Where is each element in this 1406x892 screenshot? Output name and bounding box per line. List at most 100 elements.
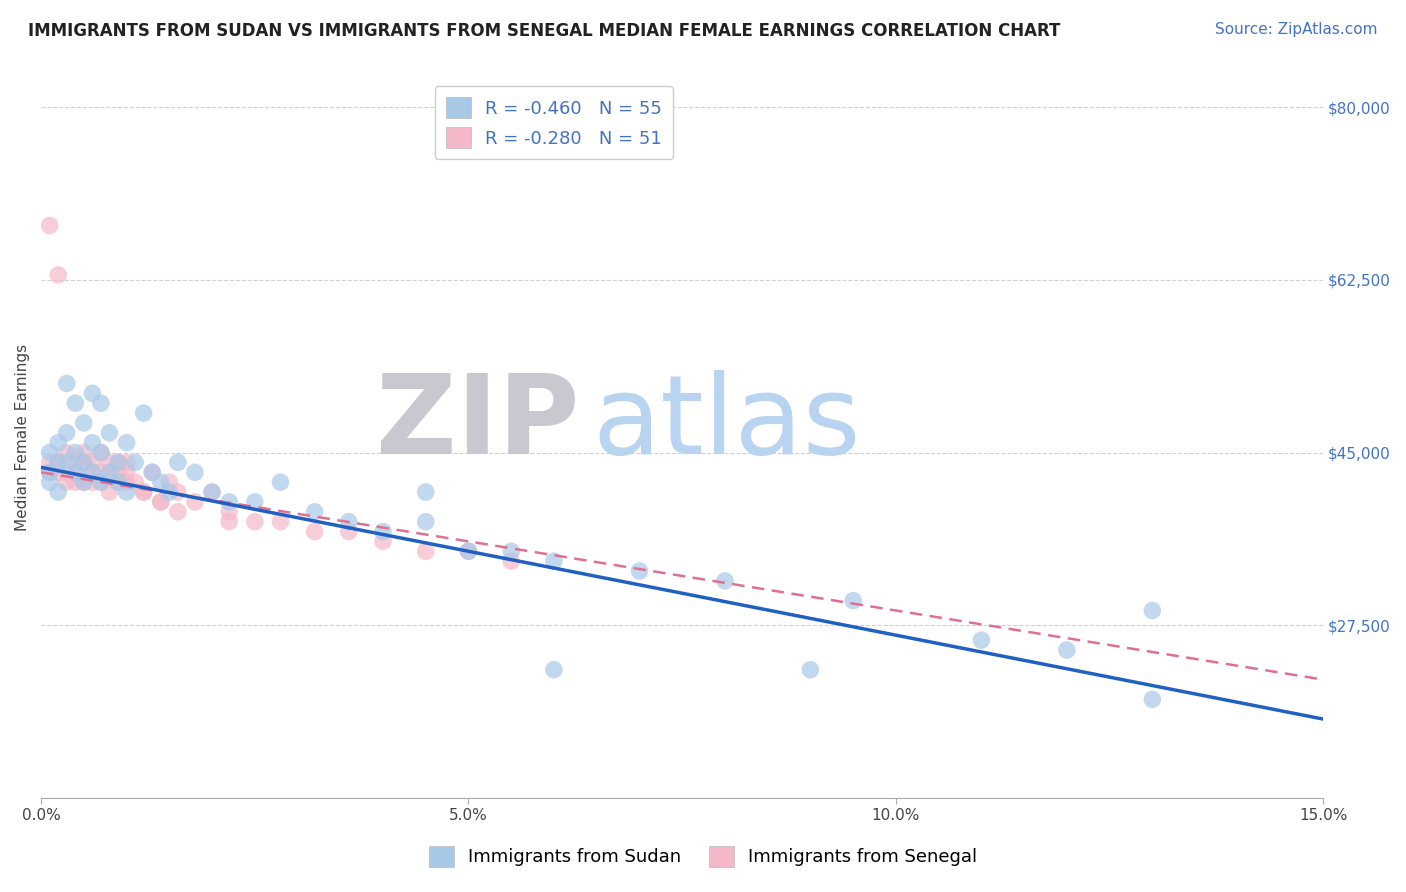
Point (149, 475, 172, 490)
Point (167, 505, 190, 519)
Point (90, 445, 112, 459)
Point (269, 515, 291, 529)
Point (38, 445, 60, 459)
Point (98, 485, 121, 500)
Point (98, 425, 121, 440)
Point (55, 425, 77, 440)
Point (38, 219, 60, 233)
Point (90, 475, 112, 490)
Point (82, 465, 104, 479)
Point (337, 524, 360, 539)
Point (82, 435, 104, 450)
Point (55, 445, 77, 459)
Point (65, 475, 87, 490)
Point (55, 475, 77, 490)
Point (115, 465, 138, 479)
Point (269, 475, 291, 490)
Point (115, 435, 138, 450)
Point (371, 534, 394, 549)
Point (38, 455, 60, 469)
Point (132, 485, 155, 500)
Point (124, 475, 146, 490)
Point (55, 455, 77, 469)
Point (132, 406, 155, 420)
Point (218, 505, 240, 519)
Point (90, 445, 112, 459)
Point (115, 475, 138, 490)
Point (55, 465, 77, 479)
Point (218, 495, 240, 509)
Point (73, 455, 96, 469)
Point (38, 475, 60, 490)
Point (90, 475, 112, 490)
Text: ZIP: ZIP (377, 370, 579, 477)
Point (73, 475, 96, 490)
Point (38, 465, 60, 479)
Point (799, 663, 821, 677)
Point (201, 485, 224, 500)
Point (82, 475, 104, 490)
Point (1142, 692, 1164, 706)
Point (543, 554, 565, 568)
Point (141, 465, 163, 479)
Point (65, 465, 87, 479)
Point (46, 435, 69, 450)
Point (243, 495, 266, 509)
Point (218, 515, 240, 529)
Point (714, 574, 737, 588)
Point (98, 465, 121, 479)
Point (107, 465, 129, 479)
Point (107, 475, 129, 490)
Legend: Immigrants from Sudan, Immigrants from Senegal: Immigrants from Sudan, Immigrants from S… (422, 838, 984, 874)
Point (337, 515, 360, 529)
Point (65, 465, 87, 479)
Point (415, 544, 437, 558)
Point (65, 396, 87, 410)
Point (304, 505, 326, 519)
Point (132, 485, 155, 500)
Point (501, 544, 523, 558)
Point (98, 465, 121, 479)
Point (107, 475, 129, 490)
Point (46, 485, 69, 500)
Point (73, 475, 96, 490)
Legend: R = -0.460   N = 55, R = -0.280   N = 51: R = -0.460 N = 55, R = -0.280 N = 51 (434, 87, 673, 159)
Point (65, 445, 87, 459)
Point (304, 524, 326, 539)
Point (82, 465, 104, 479)
Point (184, 495, 207, 509)
Point (115, 485, 138, 500)
Point (501, 554, 523, 568)
Point (157, 475, 180, 490)
Point (457, 544, 479, 558)
Point (842, 593, 865, 607)
Point (98, 455, 121, 469)
Point (73, 416, 96, 430)
Point (201, 485, 224, 500)
Point (46, 455, 69, 469)
Text: atlas: atlas (592, 370, 860, 477)
Point (415, 515, 437, 529)
Point (107, 455, 129, 469)
Point (157, 485, 180, 500)
Point (38, 465, 60, 479)
Point (90, 396, 112, 410)
Point (141, 465, 163, 479)
Point (167, 455, 190, 469)
Y-axis label: Median Female Earnings: Median Female Earnings (15, 344, 30, 532)
Point (457, 544, 479, 558)
Point (82, 386, 104, 401)
Point (970, 633, 993, 648)
Text: IMMIGRANTS FROM SUDAN VS IMMIGRANTS FROM SENEGAL MEDIAN FEMALE EARNINGS CORRELAT: IMMIGRANTS FROM SUDAN VS IMMIGRANTS FROM… (28, 22, 1060, 40)
Point (415, 485, 437, 500)
Point (90, 465, 112, 479)
Point (184, 465, 207, 479)
Text: Source: ZipAtlas.com: Source: ZipAtlas.com (1215, 22, 1378, 37)
Point (543, 663, 565, 677)
Point (124, 455, 146, 469)
Point (149, 495, 172, 509)
Point (73, 445, 96, 459)
Point (65, 455, 87, 469)
Point (73, 455, 96, 469)
Point (55, 376, 77, 391)
